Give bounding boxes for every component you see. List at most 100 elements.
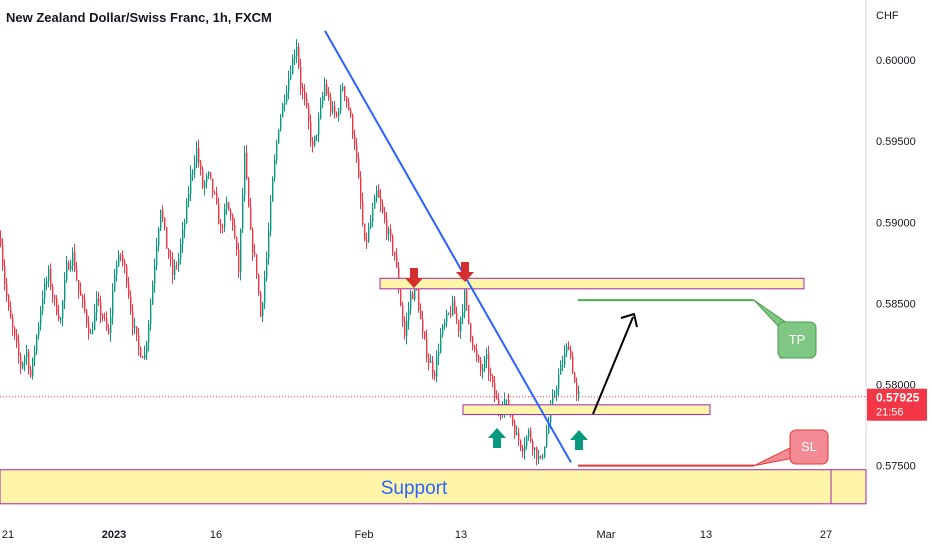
candle-body [232,215,234,226]
candle-body [122,255,124,263]
candle-body [384,211,386,220]
candle-body [370,221,372,228]
candle-body [240,229,242,273]
candle-body [248,178,250,207]
support-zone[interactable] [0,469,867,505]
candle-body [476,350,478,356]
candle-body [378,190,380,198]
candle-body [486,354,488,360]
candle-body [218,203,220,225]
candle-body [190,173,192,194]
candle-body [414,287,416,300]
projection-arrow[interactable] [592,316,634,415]
candle-body [258,274,260,293]
y-tick-label: 0.60000 [876,55,916,67]
candle-body [164,217,166,227]
candle-body [174,265,176,276]
candle-body [354,135,356,145]
tp-bubble[interactable] [777,321,817,359]
candle-body [8,296,10,308]
candle-body [542,456,544,458]
candle-body [444,322,446,326]
candle-body [422,319,424,332]
candle-body [246,152,248,179]
candle-body [396,255,398,268]
candle-body [564,352,566,365]
candle-body [16,335,18,343]
candle-body [204,182,206,188]
candle-body [24,357,26,363]
candle-body [144,354,146,359]
price-axis[interactable]: 0.60000 0.59500 0.59000 0.58500 0.58000 0.575… [876,55,916,473]
candle-body [78,280,80,291]
candle-body [134,326,136,329]
candle-body [182,229,184,245]
candle-body [140,347,142,357]
candle-body [42,298,44,311]
candle-body [432,361,434,373]
candle-body [228,202,230,211]
candle-body [412,293,414,300]
candle-body [570,350,572,356]
candle-body [468,304,470,324]
candle-body [194,163,196,172]
down-arrow-icon [405,268,423,288]
candle-body [462,312,464,318]
candle-body [226,202,228,209]
candle-body [156,246,158,266]
candle-body [358,158,360,178]
candle-body [62,301,64,318]
candle-body [196,147,198,164]
time-axis[interactable]: 21 2023 16 Feb 13 Mar 13 27 [2,529,832,541]
candle-body [142,356,144,359]
candle-body [136,326,138,335]
candle-body [492,375,494,383]
candle-body [372,208,374,222]
candle-body [108,327,110,334]
candle-body [168,248,170,257]
candle-body [302,87,304,92]
candle-body [94,311,96,330]
candle-body [356,144,358,159]
candle-body [4,265,6,284]
candle-body [214,192,216,194]
candle-body [404,321,406,336]
resistance-zone[interactable] [379,277,805,290]
candle-body [566,346,568,353]
candle-body [186,201,188,224]
candle-body [6,283,8,297]
trendline[interactable] [324,30,572,463]
candle-body [66,262,68,281]
candle-body [130,296,132,312]
entry-zone[interactable] [462,404,711,416]
candle-body [0,238,2,245]
candle-body [280,117,282,130]
x-tick-label: 16 [210,529,222,541]
candle-body [126,266,128,284]
current-price-badge[interactable] [867,388,927,421]
candle-body [286,92,288,102]
candle-body [452,300,454,315]
candle-body [98,298,100,303]
candle-body [534,447,536,451]
candle-body [84,299,86,311]
candle-body [296,46,298,57]
candle-body [64,280,66,302]
candle-body [540,455,542,457]
candle-body [294,56,296,59]
candle-body [568,346,570,351]
candle-body [316,134,318,136]
candle-body [132,311,134,329]
candle-body [336,112,338,116]
candle-body [28,351,30,370]
candle-body [466,290,468,305]
candle-body [560,365,562,375]
candle-body [548,422,550,434]
candle-body [46,281,48,284]
candle-body [532,441,534,451]
sl-bubble[interactable] [789,429,829,465]
candle-body [100,302,102,316]
candle-body [36,335,38,352]
candle-body [334,105,336,113]
